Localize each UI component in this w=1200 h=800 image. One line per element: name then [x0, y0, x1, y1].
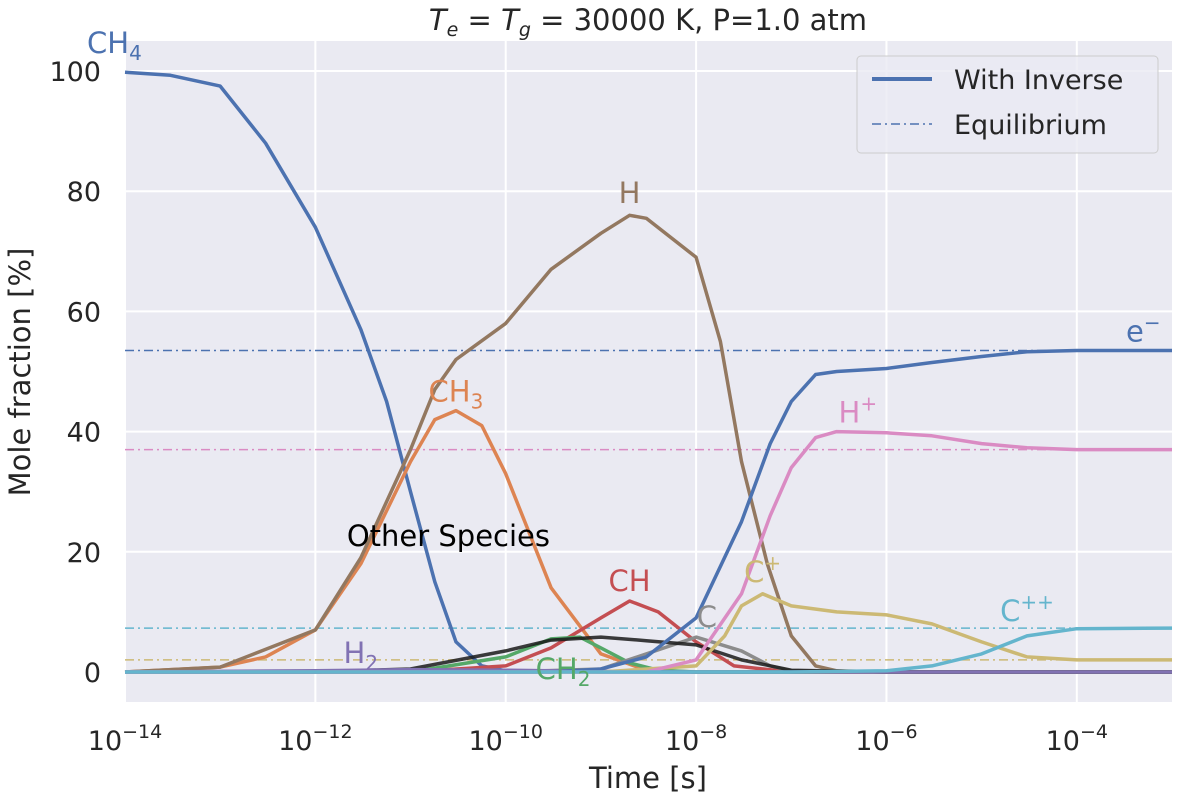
series-label: Other Species [347, 519, 550, 553]
x-tick-label: 10−12 [278, 721, 352, 757]
y-tick-label: 60 [67, 297, 101, 328]
series-label: e− [1126, 310, 1161, 348]
legend-label-equilibrium: Equilibrium [954, 110, 1107, 141]
series-label: H+ [839, 392, 878, 430]
x-tick-label: 10−6 [855, 721, 917, 757]
series-label: H [619, 176, 641, 210]
series-line [125, 592, 1172, 674]
series-line [125, 348, 1172, 674]
legend: With Inverse Equilibrium [856, 55, 1159, 154]
grid [124, 41, 1172, 702]
series-line [125, 599, 1172, 674]
x-tick-label: 10−8 [665, 721, 727, 757]
y-axis-label: Mole fraction [%] [3, 248, 37, 497]
x-axis-label: Time [s] [588, 761, 707, 795]
y-tick-label: 100 [49, 57, 101, 88]
series-line [125, 626, 1173, 674]
series-label: H2 [344, 636, 379, 675]
series-lines [124, 70, 1173, 674]
legend-box [856, 55, 1159, 154]
series-label: C++ [1000, 590, 1054, 628]
series-line [124, 213, 1172, 674]
chart-title: Te = Tg = 30000 K, P=1.0 atm [429, 3, 867, 41]
series-labels: CH4 CH3 H CH CH2 C Other Species H2 C+ e− H+ C++ [87, 26, 1161, 691]
x-tick-labels: 10−14 10−12 10−10 10−8 10−6 10−4 [88, 721, 1108, 757]
series-label: C [697, 600, 717, 634]
series-label: CH [609, 564, 651, 598]
equilibrium-lines [125, 349, 1172, 661]
x-tick-label: 10−4 [1046, 721, 1108, 757]
legend-label-with-inverse: With Inverse [954, 65, 1123, 96]
y-tick-labels: 0 20 40 60 80 100 [49, 57, 101, 689]
y-tick-label: 80 [67, 177, 101, 208]
series-label: CH2 [536, 652, 591, 691]
y-tick-label: 40 [67, 418, 101, 449]
series-line [125, 429, 1172, 674]
series-label: C+ [744, 551, 781, 589]
x-tick-label: 10−10 [468, 721, 542, 757]
series-label: CH4 [87, 26, 142, 65]
x-tick-label: 10−14 [88, 721, 162, 757]
y-tick-label: 0 [84, 658, 101, 689]
series-label: CH3 [429, 375, 484, 414]
y-tick-label: 20 [67, 538, 101, 569]
